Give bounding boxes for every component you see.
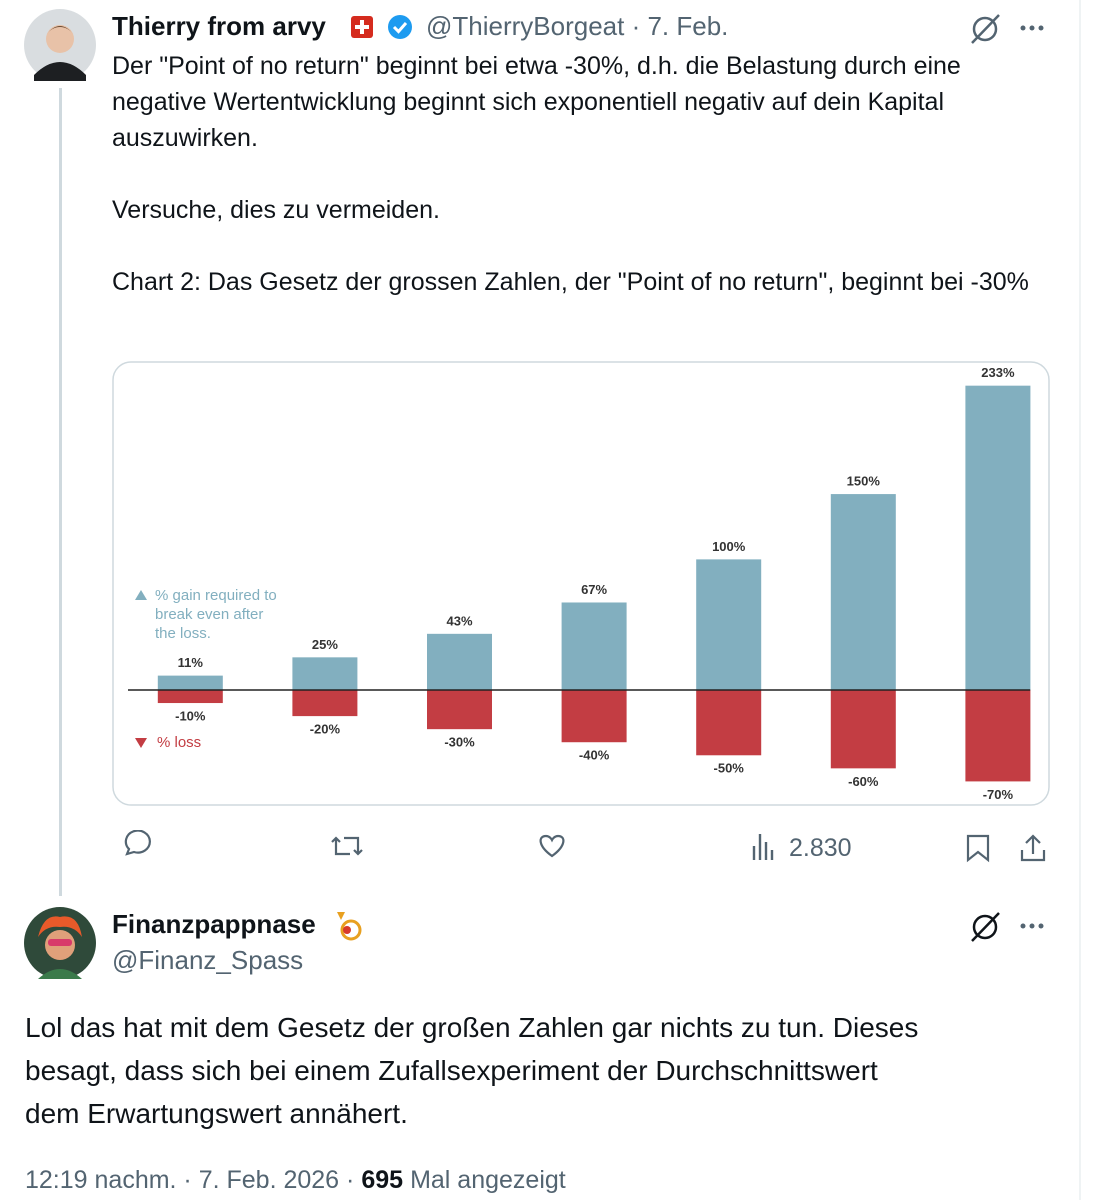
bar [292,657,358,690]
bookmark-icon[interactable] [966,834,990,863]
author-name[interactable]: Finanzpappnase [112,909,316,939]
bar [965,385,1031,690]
avatar[interactable] [24,9,96,81]
repost-icon[interactable] [331,836,363,856]
data-label: 67% [581,582,607,597]
tweet-text: Der "Point of no return" beginnt bei etw… [112,48,1062,300]
bar [830,494,896,690]
badges [351,15,412,39]
bar [696,689,762,756]
border [1079,0,1081,1200]
bar [157,689,223,704]
author-name[interactable]: Thierry from arvy [112,11,326,41]
grok-icon[interactable] [966,12,1006,46]
bar [696,559,762,690]
data-label: 43% [446,613,472,628]
paragraph: Der "Point of no return" beginnt bei etw… [112,52,961,152]
bar [561,689,627,743]
bar [965,689,1031,782]
bar [292,689,358,717]
avatar[interactable] [24,907,96,979]
data-label: -40% [579,748,610,763]
bar [561,602,627,690]
author-meta: @ThierryBorgeat · 7. Feb. [426,11,729,41]
data-label: 25% [312,637,338,652]
badge [337,912,362,941]
reply-text: Lol das hat mit dem Gesetz der großen Za… [25,1012,919,1129]
thread-line [59,88,62,896]
data-label: 150% [847,474,881,489]
bar [427,633,492,690]
share-icon[interactable] [1020,834,1046,862]
data-label: -30% [444,735,475,750]
reply-icon[interactable] [124,830,151,856]
paragraph: Versuche, dies zu vermeiden. [112,196,440,224]
legend-entry: % loss [157,734,202,751]
data-label: -50% [714,761,745,776]
legend-entry: % gain required to break even after the … [155,587,277,642]
timestamp[interactable]: 12:19 nachm. · 7. Feb. 2026 · [25,1166,355,1194]
data-label: -20% [310,722,341,737]
views-label: Mal angezeigt [410,1166,566,1194]
more-icon[interactable] [1016,914,1050,938]
data-label: 100% [712,539,746,554]
more-icon[interactable] [1016,16,1050,40]
data-label: -70% [983,787,1014,802]
views-icon[interactable] [752,834,774,860]
data-label: 11% [178,655,204,670]
bar [427,689,492,730]
reply-footer: 12:19 nachm. · 7. Feb. 2026 · 695 Mal ange… [25,1166,573,1195]
data-label: -10% [175,708,206,723]
bar [830,689,896,769]
paragraph: Chart 2: Das Gesetz der grossen Zahlen, … [112,268,1029,296]
view-count: 695 [361,1166,404,1194]
bar [157,675,223,690]
like-icon[interactable] [539,834,565,858]
data-label: -60% [848,774,879,789]
data-label: 233% [981,365,1015,380]
grok-icon[interactable] [966,910,1006,944]
legend-symbol [135,738,147,748]
view-count[interactable]: 2.830 [789,834,852,862]
actions [124,830,1046,863]
legend-symbol [135,590,147,600]
author-handle[interactable]: @Finanz_Spass [112,945,304,975]
